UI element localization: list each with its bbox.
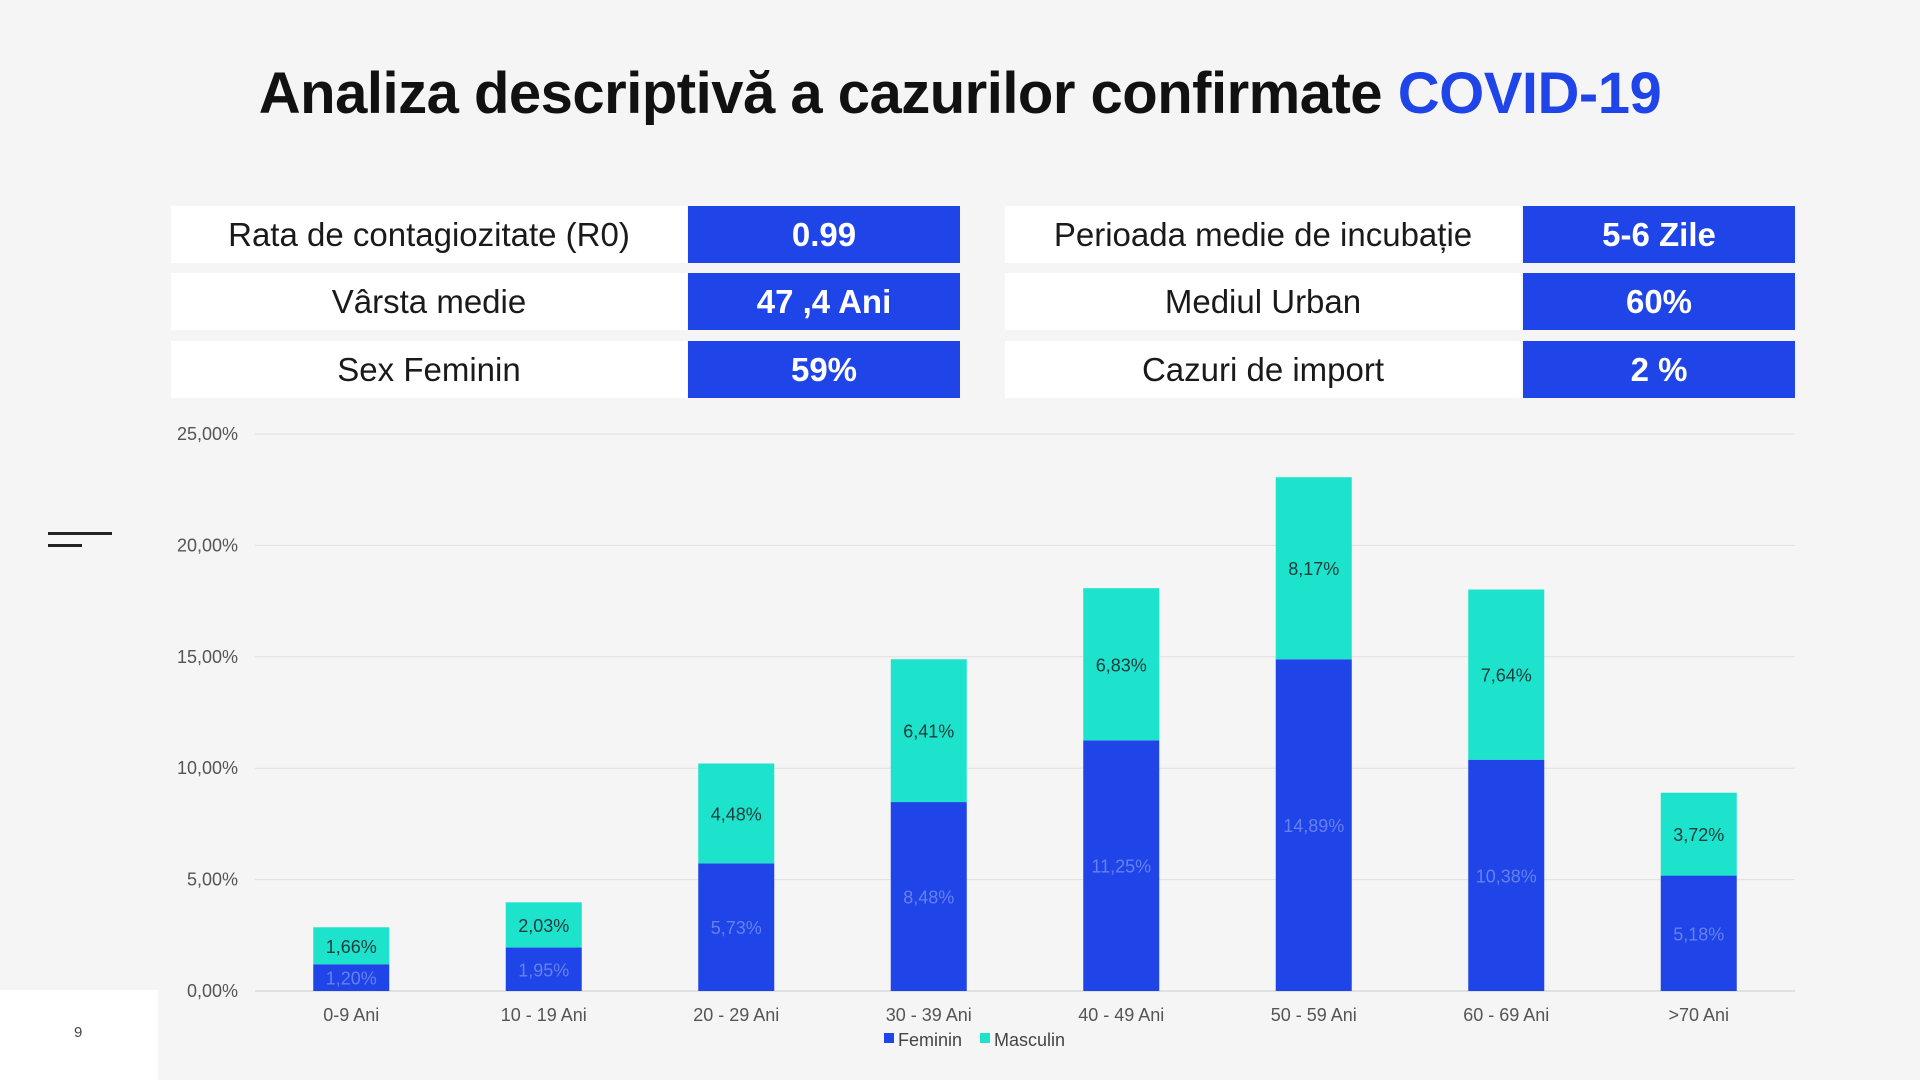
y-tick-label: 0,00% bbox=[187, 981, 238, 1001]
stat-value: 5-6 Zile bbox=[1523, 206, 1795, 263]
data-label: 3,72% bbox=[1673, 825, 1724, 845]
stat-label: Vârsta medie bbox=[171, 273, 687, 330]
legend-label: Feminin bbox=[898, 1030, 962, 1050]
data-label: 8,48% bbox=[903, 888, 954, 908]
data-label: 14,89% bbox=[1283, 816, 1344, 836]
data-label: 6,83% bbox=[1096, 655, 1147, 675]
legend-swatch bbox=[884, 1033, 894, 1043]
page-title: Analiza descriptivă a cazurilor confirma… bbox=[0, 60, 1920, 127]
page-number: 9 bbox=[74, 1024, 83, 1041]
stat-value: 47 ,4 Ani bbox=[688, 273, 960, 330]
data-label: 4,48% bbox=[711, 804, 762, 824]
bar-segment-feminin bbox=[1275, 659, 1352, 991]
data-label: 11,25% bbox=[1091, 857, 1151, 877]
y-tick-label: 20,00% bbox=[177, 535, 238, 555]
bar-segment-feminin bbox=[890, 802, 967, 991]
y-tick-label: 10,00% bbox=[177, 758, 238, 778]
decorative-dash bbox=[48, 532, 112, 535]
stat-label: Sex Feminin bbox=[171, 341, 687, 398]
bar-segment-masculin bbox=[313, 927, 390, 965]
data-label: 8,17% bbox=[1288, 559, 1339, 579]
legend-swatch bbox=[980, 1033, 990, 1043]
x-tick-label: 60 - 69 Ani bbox=[1463, 1005, 1549, 1025]
stat-value: 60% bbox=[1523, 273, 1795, 330]
data-label: 2,03% bbox=[518, 916, 569, 936]
bar-segment-masculin bbox=[698, 763, 775, 864]
data-label: 1,20% bbox=[326, 969, 377, 989]
bar-segment-masculin bbox=[505, 902, 582, 948]
bar-segment-feminin bbox=[1660, 875, 1737, 991]
stat-value: 2 % bbox=[1523, 341, 1795, 398]
title-accent: COVID-19 bbox=[1397, 61, 1662, 126]
stat-value: 59% bbox=[688, 341, 960, 398]
x-tick-label: >70 Ani bbox=[1668, 1005, 1729, 1025]
y-tick-label: 25,00% bbox=[177, 424, 238, 444]
x-tick-label: 0-9 Ani bbox=[323, 1005, 379, 1025]
bar-segment-masculin bbox=[1083, 588, 1160, 741]
data-label: 6,41% bbox=[903, 722, 954, 742]
page-footer bbox=[0, 990, 158, 1080]
data-label: 7,64% bbox=[1481, 666, 1532, 686]
data-label: 1,66% bbox=[326, 937, 377, 957]
bar-segment-feminin bbox=[505, 947, 582, 991]
x-tick-label: 50 - 59 Ani bbox=[1271, 1005, 1357, 1025]
title-main: Analiza descriptivă a cazurilor confirma… bbox=[258, 61, 1398, 126]
bar-segment-masculin bbox=[1660, 792, 1737, 876]
bar-segment-feminin bbox=[1468, 759, 1545, 991]
bar-segment-feminin bbox=[698, 863, 775, 991]
x-tick-label: 40 - 49 Ani bbox=[1078, 1005, 1164, 1025]
data-label: 1,95% bbox=[518, 960, 569, 980]
bar-segment-feminin bbox=[313, 964, 390, 991]
bar-segment-feminin bbox=[1083, 740, 1160, 991]
bar-segment-masculin bbox=[1468, 589, 1545, 760]
stat-label: Rata de contagiozitate (R0) bbox=[171, 206, 687, 263]
y-tick-label: 5,00% bbox=[187, 870, 238, 890]
data-label: 5,73% bbox=[711, 918, 762, 938]
data-label: 5,18% bbox=[1673, 924, 1724, 944]
bar-segment-masculin bbox=[1275, 477, 1352, 660]
stat-label: Perioada medie de incubație bbox=[1005, 206, 1521, 263]
y-tick-label: 15,00% bbox=[177, 647, 238, 667]
bar-segment-masculin bbox=[890, 659, 967, 803]
data-label: 10,38% bbox=[1476, 866, 1537, 886]
stat-label: Cazuri de import bbox=[1005, 341, 1521, 398]
stat-label: Mediul Urban bbox=[1005, 273, 1521, 330]
x-tick-label: 10 - 19 Ani bbox=[501, 1005, 587, 1025]
decorative-dash bbox=[48, 544, 82, 547]
stat-value: 0.99 bbox=[688, 206, 960, 263]
legend-label: Masculin bbox=[994, 1030, 1065, 1050]
x-tick-label: 30 - 39 Ani bbox=[886, 1005, 972, 1025]
x-tick-label: 20 - 29 Ani bbox=[693, 1005, 779, 1025]
